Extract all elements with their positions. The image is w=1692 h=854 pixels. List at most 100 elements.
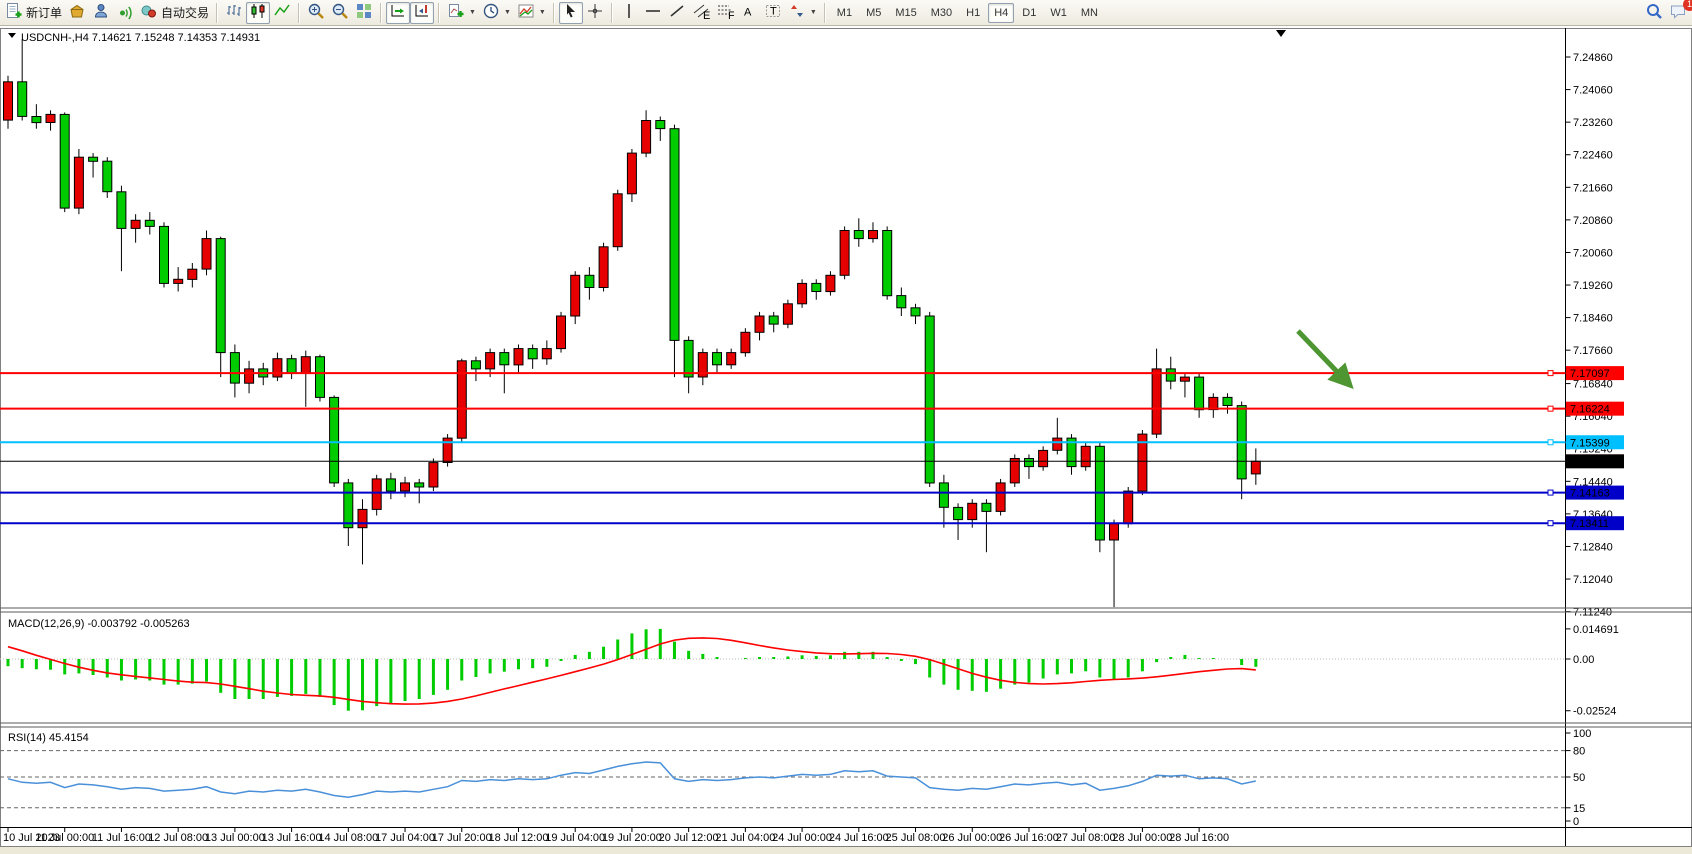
- candle: [88, 156, 99, 162]
- candle: [1123, 490, 1134, 525]
- text-button[interactable]: A: [737, 2, 761, 24]
- price-axis-label: 7.23260: [1573, 117, 1613, 129]
- toolbar-separator: [298, 2, 301, 23]
- equidistant-channel-button[interactable]: E: [689, 2, 713, 24]
- templates-button[interactable]: ▼: [514, 2, 549, 24]
- text-label-button[interactable]: T: [761, 2, 785, 24]
- timeframe-m15-button[interactable]: M15: [889, 3, 922, 23]
- chart-surface[interactable]: 7.24860 7.24060 7.23260 7.22460 7.21660 7.208…: [0, 26, 1692, 854]
- candle: [300, 356, 311, 374]
- chart-window: 7.24860 7.24060 7.23260 7.22460 7.21660 7.208…: [0, 26, 1692, 854]
- price-line-badge: [1566, 516, 1624, 531]
- zoom-in-button[interactable]: [304, 2, 328, 24]
- arrows-icon: [788, 2, 806, 23]
- line-chart-button[interactable]: [270, 2, 294, 24]
- tile-windows-button[interactable]: [352, 2, 376, 24]
- arrows-button[interactable]: ▼: [785, 2, 820, 24]
- trendline-button[interactable]: [665, 2, 689, 24]
- chart-shift-marker[interactable]: [1276, 30, 1286, 37]
- crosshair-button[interactable]: [583, 2, 607, 24]
- symbol-dropdown-icon[interactable]: [8, 33, 16, 38]
- timeframe-toolbar: M1 M5 M15 M30 H1 H4 D1 W1 MN: [830, 2, 1105, 23]
- indicators-dropdown: ▼: [469, 9, 476, 16]
- indicators-button[interactable]: ▼: [444, 2, 479, 24]
- candle: [173, 278, 184, 284]
- candle: [31, 116, 42, 124]
- signal-button[interactable]: [113, 2, 137, 24]
- candle: [754, 315, 765, 333]
- fibonacci-retracement-button[interactable]: F: [713, 2, 737, 24]
- mailbox-icon: [68, 2, 86, 23]
- horizontal-line-button[interactable]: [641, 2, 665, 24]
- bar-chart-button[interactable]: [222, 2, 246, 24]
- candle: [513, 348, 524, 366]
- cursor-button[interactable]: [558, 1, 583, 24]
- candle: [1165, 368, 1176, 382]
- crosshair-icon: [586, 2, 604, 23]
- text-label-icon: T: [764, 2, 782, 23]
- candle: [641, 120, 652, 154]
- timeframe-mn-button[interactable]: MN: [1075, 3, 1104, 23]
- timeframe-h4-button[interactable]: H4: [988, 2, 1015, 23]
- search-button[interactable]: [1642, 2, 1666, 24]
- zoom-out-button[interactable]: [328, 2, 352, 24]
- timeframe-d1-button[interactable]: D1: [1016, 3, 1042, 23]
- candles-layer: [3, 39, 1261, 608]
- auto-trading-button[interactable]: 自动交易: [137, 2, 212, 24]
- candle: [1250, 460, 1261, 475]
- timeframe-m5-button[interactable]: M5: [860, 3, 887, 23]
- candle: [201, 238, 212, 270]
- macd-axis-label: 0.014691: [1573, 624, 1619, 636]
- periods-button[interactable]: ▼: [479, 2, 514, 24]
- candle: [1151, 368, 1162, 435]
- date-label: 26 Jul 00:00: [942, 832, 1002, 844]
- candle: [584, 274, 595, 289]
- date-label: 11 Jul 16:00: [92, 832, 151, 844]
- down-arrow-annotation[interactable]: [1296, 329, 1354, 390]
- price-axis-label: 7.11240: [1573, 607, 1612, 619]
- vertical-line-icon: [620, 2, 638, 23]
- candle: [470, 360, 481, 370]
- candle: [839, 230, 850, 276]
- date-label: 19 Jul 20:00: [602, 832, 662, 844]
- new-order-button[interactable]: 新订单: [2, 2, 65, 24]
- price-axis-label: 7.19260: [1573, 280, 1613, 292]
- candlestick-chart-button[interactable]: [246, 1, 271, 24]
- timeframe-h1-button[interactable]: H1: [960, 3, 986, 23]
- timeframe-m30-button[interactable]: M30: [925, 3, 958, 23]
- trendline-icon: [668, 2, 686, 23]
- candle: [385, 478, 396, 492]
- price-line-badge: [1566, 485, 1624, 500]
- candle: [868, 230, 878, 240]
- candle: [938, 482, 949, 508]
- date-label: 28 Jul 00:00: [1112, 832, 1172, 844]
- chart-shift-button[interactable]: [410, 1, 435, 24]
- candle: [669, 128, 680, 341]
- date-label: 24 Jul 00:00: [772, 832, 832, 844]
- price-line-badge-label: 7.14931: [1570, 456, 1610, 468]
- rsi-axis-label: 80: [1573, 746, 1585, 758]
- mailbox-button[interactable]: [65, 2, 89, 24]
- indicators-icon: [447, 2, 465, 23]
- timeframe-w1-button[interactable]: W1: [1044, 3, 1073, 23]
- date-label: 26 Jul 16:00: [999, 832, 1059, 844]
- candle: [1179, 376, 1190, 382]
- date-label: 25 Jul 08:00: [886, 832, 946, 844]
- periods-icon: [482, 2, 500, 23]
- profile-button[interactable]: [89, 2, 113, 24]
- candle: [655, 120, 666, 130]
- toolbar-separator: [438, 2, 441, 23]
- bottom-strip: [0, 847, 1692, 854]
- templates-dropdown: ▼: [538, 9, 546, 16]
- rsi-axis-label: 100: [1573, 728, 1591, 740]
- rsi-axis-label: 15: [1573, 803, 1585, 815]
- macd-axis-label: -0.02524: [1573, 706, 1616, 718]
- auto-scroll-button[interactable]: [386, 1, 411, 24]
- timeframe-m1-button[interactable]: M1: [831, 3, 858, 23]
- candle: [159, 225, 169, 284]
- candle: [995, 482, 1006, 512]
- notification-badge: 1: [1683, 0, 1692, 11]
- new-order-label: 新订单: [26, 6, 63, 20]
- vertical-line-button[interactable]: [617, 2, 641, 24]
- date-label: 13 Jul 16:00: [262, 832, 322, 844]
